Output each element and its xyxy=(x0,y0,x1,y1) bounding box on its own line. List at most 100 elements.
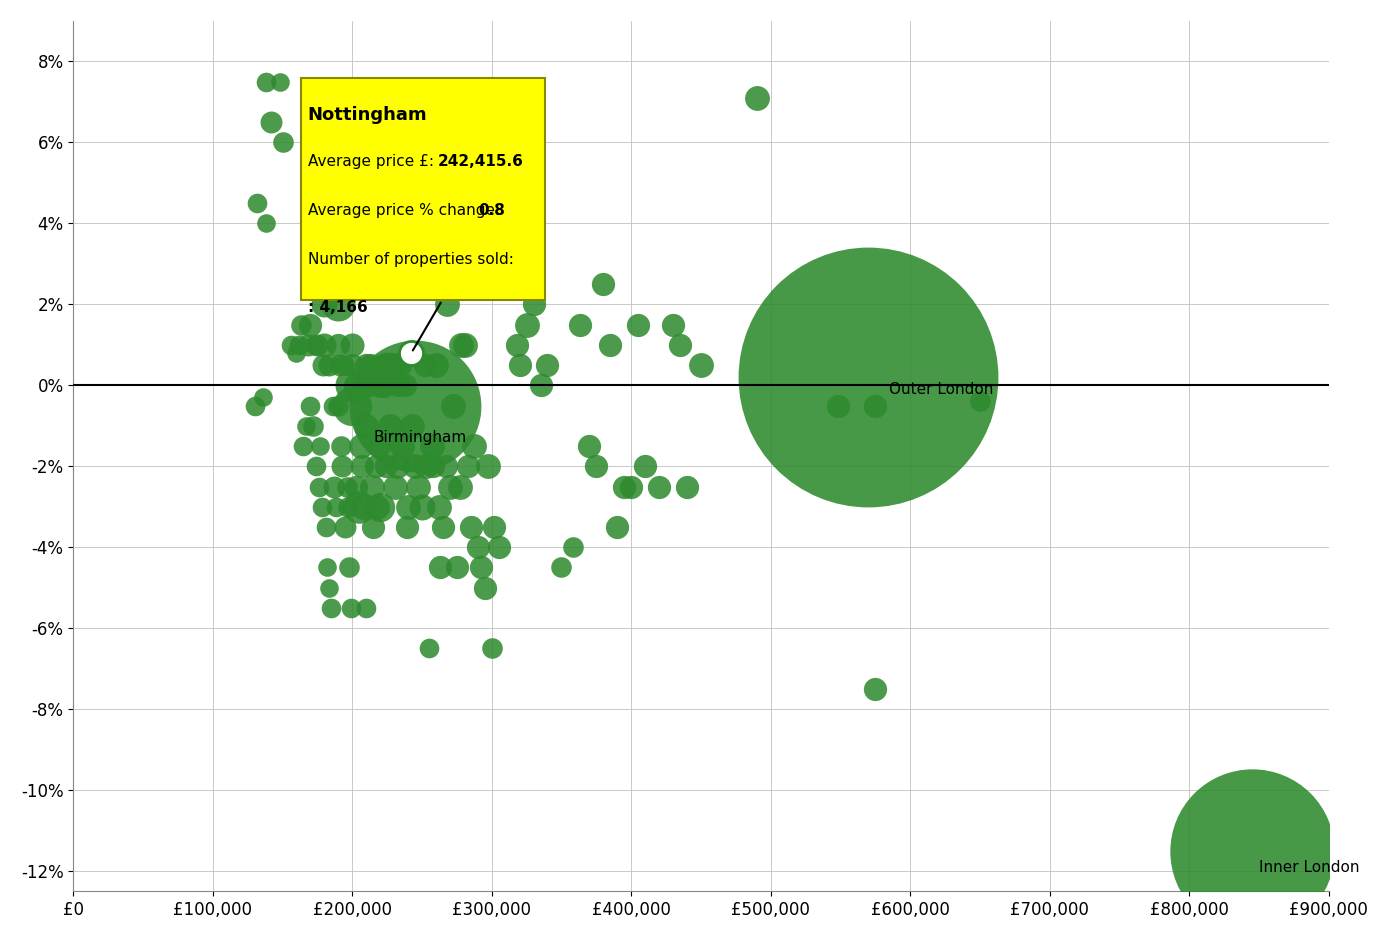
Point xyxy=(336,499,359,514)
Point xyxy=(309,438,331,453)
Point xyxy=(373,378,395,393)
Point xyxy=(271,134,293,149)
Point xyxy=(288,337,310,352)
Point xyxy=(523,297,545,312)
Text: Birmingham: Birmingham xyxy=(373,431,467,446)
Point xyxy=(569,317,591,332)
Point xyxy=(509,357,531,372)
Point xyxy=(370,257,392,272)
Point xyxy=(385,479,407,494)
Text: : 4,166: : 4,166 xyxy=(307,300,367,315)
Point xyxy=(745,90,767,105)
Point xyxy=(349,438,371,453)
Point xyxy=(368,378,391,393)
Point xyxy=(450,337,473,352)
Point xyxy=(495,155,517,170)
Text: 0.8: 0.8 xyxy=(478,203,505,218)
Point xyxy=(516,317,538,332)
Text: Average price % change:: Average price % change: xyxy=(307,203,505,218)
Point xyxy=(620,479,642,494)
Point xyxy=(379,418,402,433)
Point xyxy=(359,357,381,372)
Point xyxy=(328,357,350,372)
Point xyxy=(423,459,445,474)
Point xyxy=(327,297,349,312)
Point xyxy=(414,357,436,372)
Point xyxy=(481,641,503,656)
Point xyxy=(386,459,409,474)
Point xyxy=(279,337,302,352)
Point xyxy=(341,398,363,413)
Point xyxy=(435,459,457,474)
Point xyxy=(634,459,656,474)
Point xyxy=(388,378,410,393)
Point xyxy=(865,398,887,413)
Point xyxy=(389,357,411,372)
Point xyxy=(292,438,314,453)
FancyBboxPatch shape xyxy=(300,77,545,300)
Point xyxy=(329,438,352,453)
Point xyxy=(395,378,417,393)
Point xyxy=(322,479,345,494)
Point xyxy=(332,357,354,372)
Point xyxy=(446,560,468,575)
Point xyxy=(453,257,475,272)
Point xyxy=(457,459,480,474)
Point xyxy=(254,216,277,231)
Point xyxy=(460,520,482,535)
Point xyxy=(375,357,398,372)
Point xyxy=(371,357,393,372)
Point xyxy=(317,357,339,372)
Point xyxy=(295,418,317,433)
Point xyxy=(1241,843,1264,858)
Point xyxy=(442,398,464,413)
Point xyxy=(502,276,524,291)
Point xyxy=(484,520,506,535)
Point xyxy=(578,438,600,453)
Point xyxy=(350,459,373,474)
Point xyxy=(492,236,514,251)
Point xyxy=(354,601,377,616)
Point xyxy=(470,560,492,575)
Point xyxy=(411,276,434,291)
Point xyxy=(404,398,427,413)
Point xyxy=(311,357,334,372)
Point xyxy=(367,438,389,453)
Point xyxy=(361,520,384,535)
Point xyxy=(352,499,374,514)
Point xyxy=(327,337,349,352)
Point xyxy=(384,357,406,372)
Point xyxy=(477,459,499,474)
Point xyxy=(432,520,455,535)
Point xyxy=(402,418,424,433)
Text: Inner London: Inner London xyxy=(1259,860,1359,874)
Point xyxy=(354,418,377,433)
Point xyxy=(550,560,573,575)
Point xyxy=(599,337,621,352)
Point xyxy=(585,459,607,474)
Point xyxy=(396,520,418,535)
Point xyxy=(313,297,335,312)
Point xyxy=(324,499,346,514)
Point xyxy=(374,459,396,474)
Point xyxy=(341,378,363,393)
Point xyxy=(343,378,366,393)
Point xyxy=(463,438,485,453)
Text: Outer London: Outer London xyxy=(890,382,994,397)
Point xyxy=(418,641,441,656)
Point xyxy=(268,74,291,89)
Point xyxy=(254,74,277,89)
Point xyxy=(592,276,614,291)
Point xyxy=(498,257,520,272)
Point xyxy=(467,540,489,555)
Point xyxy=(439,479,461,494)
Point xyxy=(488,540,510,555)
Point xyxy=(382,216,404,231)
Point xyxy=(392,438,414,453)
Text: Average price £:: Average price £: xyxy=(307,154,438,169)
Point xyxy=(858,369,880,384)
Point xyxy=(506,337,528,352)
Point xyxy=(562,540,584,555)
Point xyxy=(320,601,342,616)
Point xyxy=(327,398,349,413)
